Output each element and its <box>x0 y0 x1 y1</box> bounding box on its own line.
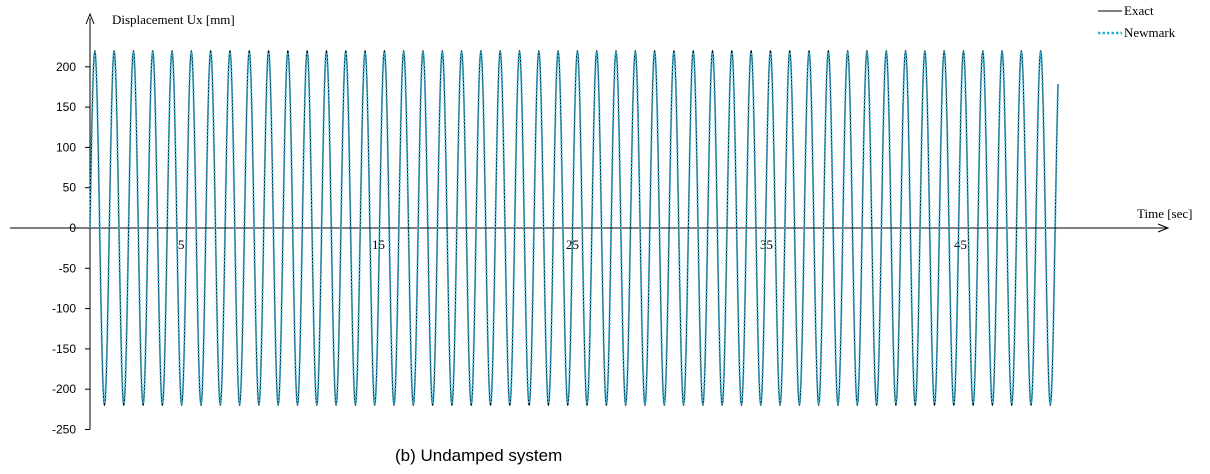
y-tick-label: -150 <box>52 342 76 356</box>
chart-caption: (b) Undamped system <box>395 446 562 465</box>
x-tick-label: 45 <box>954 237 967 252</box>
x-tick-label: 15 <box>372 237 385 252</box>
legend: Exact Newmark <box>1098 3 1176 40</box>
y-axis-label: Displacement Ux [mm] <box>112 12 235 27</box>
y-tick-label: -200 <box>52 382 76 396</box>
y-tick-label: -250 <box>52 423 76 437</box>
series-layer <box>89 50 1060 406</box>
x-tick-label: 35 <box>760 237 773 252</box>
x-tick-label: 5 <box>178 237 185 252</box>
y-tick-label: -50 <box>59 261 77 275</box>
y-tick-label: 200 <box>56 60 76 74</box>
x-axis-label: Time [sec] <box>1137 206 1193 221</box>
y-tick-label: 150 <box>56 100 76 114</box>
series-line-newmark <box>89 51 1060 405</box>
x-axis-arrow <box>1157 223 1170 233</box>
y-tick-label: 50 <box>63 181 77 195</box>
y-axis-arrow <box>85 12 95 25</box>
y-tick-label: -100 <box>52 302 76 316</box>
legend-label-newmark: Newmark <box>1124 25 1176 40</box>
y-tick-label: 100 <box>56 140 76 154</box>
y-tick-label: 0 <box>69 221 76 235</box>
legend-label-exact: Exact <box>1124 3 1154 18</box>
